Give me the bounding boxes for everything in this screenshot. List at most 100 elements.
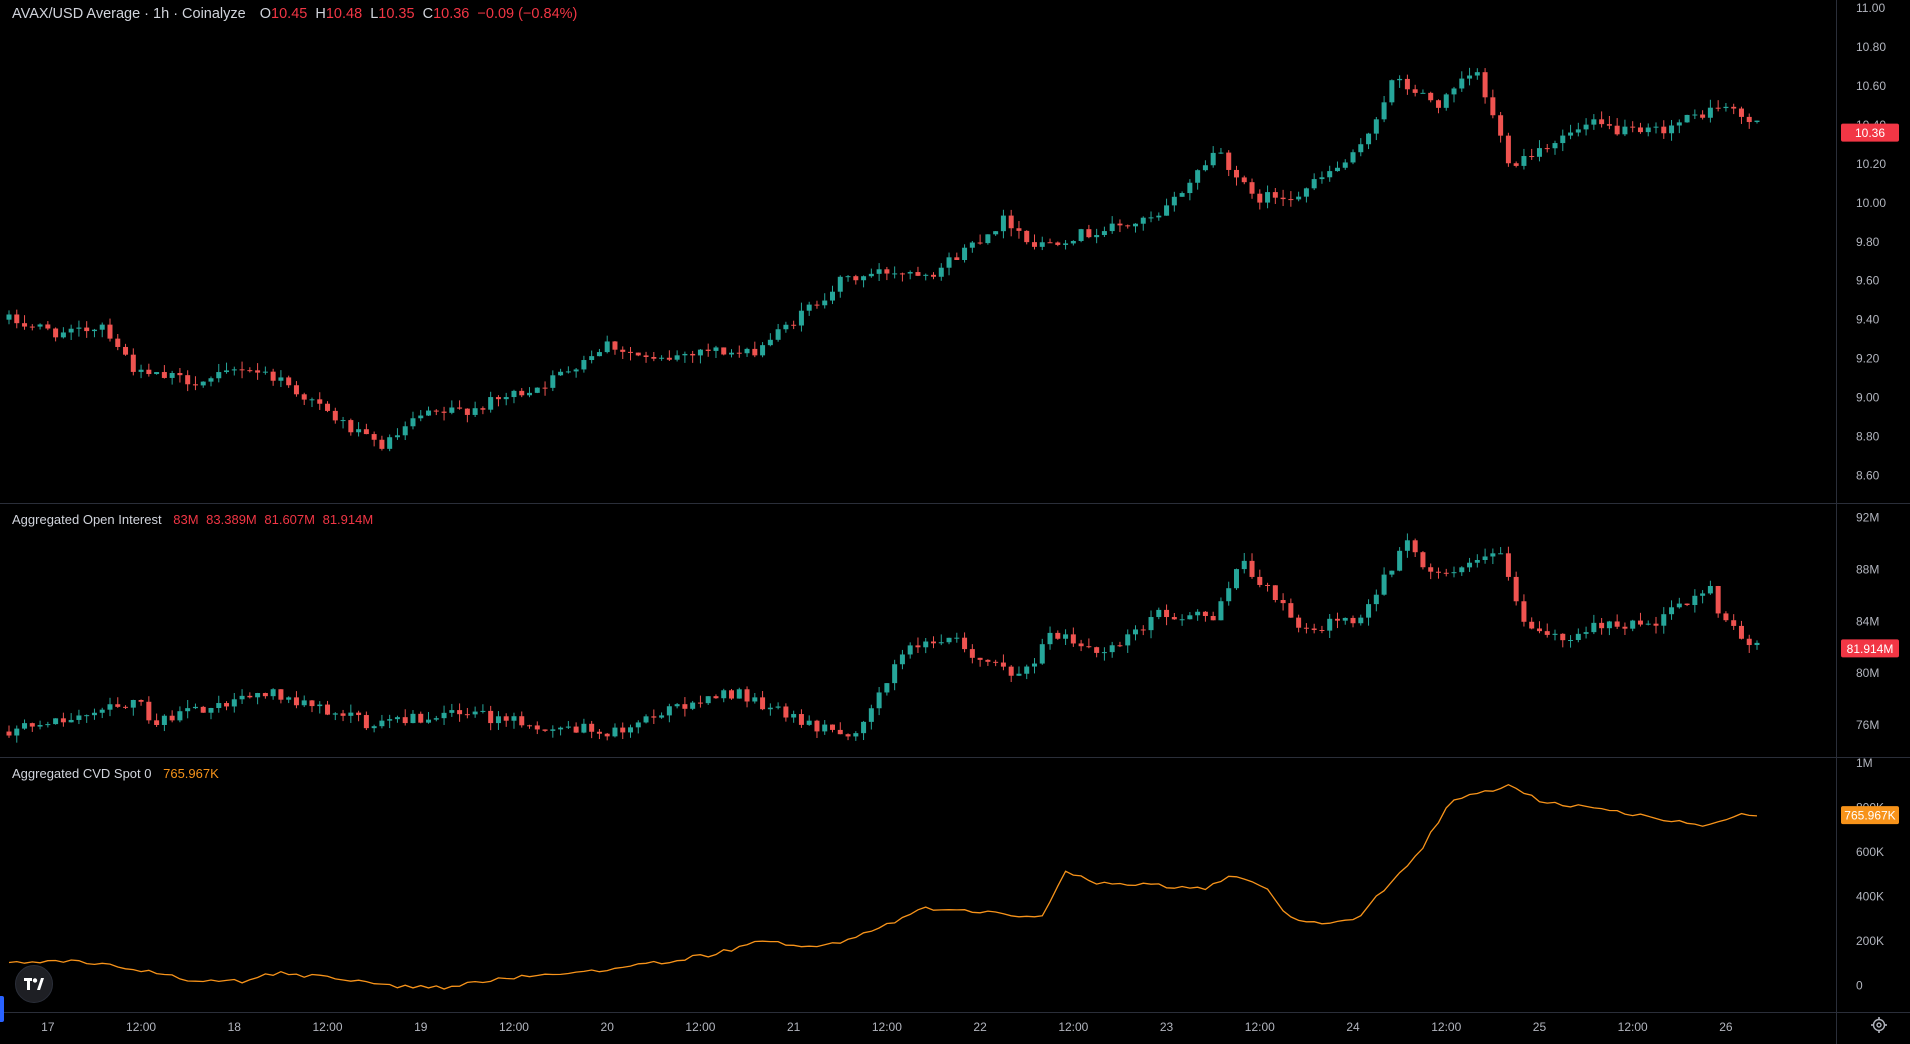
candle-body [620, 349, 626, 352]
candle-body [146, 701, 152, 721]
candle-body [216, 703, 222, 709]
candle-body [1233, 569, 1239, 589]
candle-body [1202, 165, 1208, 171]
y-tick-label-0-5: 9.60 [1856, 274, 1880, 288]
candle-body [565, 726, 571, 728]
candle-body [1552, 633, 1558, 635]
candle-body [1599, 119, 1605, 125]
candle-body [1404, 540, 1410, 551]
candle-body [1420, 552, 1426, 568]
candle-body [1094, 647, 1100, 653]
candle-body [791, 714, 797, 718]
candle-body [231, 369, 237, 371]
candle-body [169, 715, 175, 721]
candle-body [402, 717, 408, 724]
candle-body [1101, 231, 1107, 236]
candle-body [845, 276, 851, 278]
candle-body [363, 715, 369, 729]
candle-body [721, 690, 727, 699]
x-tick-label: 19 [414, 1020, 428, 1034]
candle-body [286, 377, 292, 386]
candle-body [363, 429, 369, 435]
candle-body [1311, 179, 1317, 189]
candle-body [270, 371, 276, 381]
x-tick-label: 12:00 [126, 1020, 156, 1034]
candle-body [775, 329, 781, 340]
y-tick-label-2-2: 400K [1856, 890, 1884, 904]
candle-body [907, 272, 913, 274]
candle-body [464, 714, 470, 716]
candle-body [666, 706, 672, 716]
candle-body [1700, 593, 1706, 596]
candle-body [969, 649, 975, 658]
tradingview-logo-icon[interactable] [15, 965, 53, 1003]
candle-body [1047, 242, 1053, 244]
candle-body [830, 724, 836, 730]
candle-body [340, 420, 346, 422]
candle-body [1257, 576, 1263, 585]
candle-body [394, 717, 400, 720]
candle-body [262, 371, 268, 373]
candle-body [697, 349, 703, 356]
candle-body [60, 718, 66, 723]
candle-body [200, 706, 206, 713]
candle-body [511, 390, 517, 398]
candle-body [371, 434, 377, 440]
oi-open-value: 83M [173, 512, 199, 527]
candle-body [1063, 634, 1069, 639]
candle-body [154, 720, 160, 725]
candle-body [612, 727, 618, 737]
candle-body [993, 661, 999, 663]
candle-body [1327, 171, 1333, 178]
candle-body [977, 657, 983, 660]
candle-body [1125, 225, 1131, 227]
candle-body [783, 706, 789, 718]
candle-body [868, 708, 874, 722]
candle-body [1202, 611, 1208, 617]
y-tick-label-0-7: 10.00 [1856, 196, 1886, 210]
candle-body [573, 726, 579, 733]
close-value: 10.36 [433, 6, 470, 22]
candle-body [1047, 632, 1053, 645]
candle-body [721, 347, 727, 355]
candle-body [837, 729, 843, 735]
cvd-last-badge [1841, 806, 1899, 825]
x-tick-label: 17 [41, 1020, 55, 1034]
candle-body [1078, 229, 1084, 241]
candle-body [161, 715, 167, 725]
candle-body [1428, 92, 1434, 101]
candle-body [713, 696, 719, 699]
candle-body [1148, 217, 1154, 219]
x-tick-label: 12:00 [499, 1020, 529, 1034]
candle-body [542, 387, 548, 389]
candle-body [604, 341, 610, 353]
candle-body [1645, 127, 1651, 133]
candle-body [1692, 114, 1698, 116]
candle-body [1210, 152, 1216, 166]
candle-body [1125, 634, 1131, 646]
y-tick-label-2-0: 0 [1856, 979, 1863, 993]
candle-body [449, 710, 455, 713]
candle-body [1249, 182, 1255, 194]
candle-body [1342, 162, 1348, 168]
candle-body [1241, 560, 1247, 570]
candle-body [1063, 243, 1069, 245]
candle-body [1389, 80, 1395, 103]
candle-body [744, 689, 750, 702]
gear-icon[interactable] [1870, 1016, 1888, 1034]
candle-body [1070, 634, 1076, 644]
candle-body [1630, 620, 1636, 629]
candle-body [1661, 614, 1667, 626]
candle-body [1637, 620, 1643, 625]
candle-body [1653, 126, 1659, 128]
candle-body [589, 723, 595, 732]
candle-body [1117, 223, 1123, 226]
candle-body [99, 709, 105, 713]
price-legend: AVAX/USD Average · 1h · Coinalyze O10.45… [12, 6, 581, 22]
candle-body [830, 291, 836, 301]
candle-body [1443, 94, 1449, 108]
candle-body [472, 711, 478, 715]
candle-body [185, 375, 191, 385]
cvd-title: Aggregated CVD Spot 0 [12, 766, 152, 781]
